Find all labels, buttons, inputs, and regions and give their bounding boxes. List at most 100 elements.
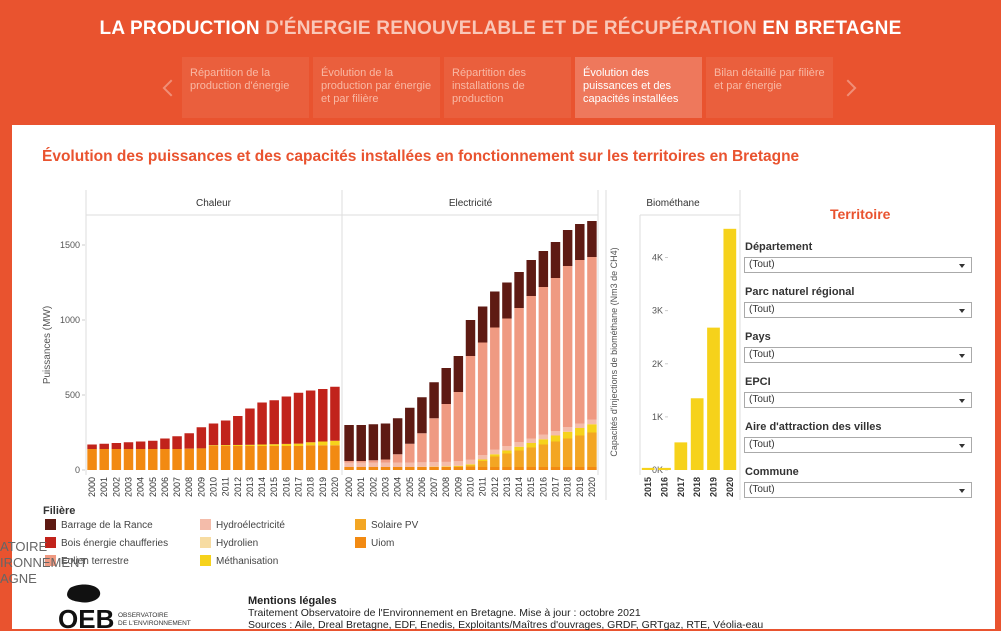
bar-segment	[369, 463, 378, 468]
x-tick-label: 2005	[148, 477, 158, 497]
x-tick-label: 2003	[381, 477, 391, 497]
y-tick-label: 4K	[652, 253, 663, 263]
legend-label: Méthanisation	[216, 556, 278, 567]
bar-segment	[257, 445, 266, 447]
x-tick-label: 2018	[306, 477, 316, 497]
legend-item: Hydrolien	[200, 537, 258, 551]
bar-segment	[466, 356, 475, 460]
x-tick-label: 2019	[709, 477, 719, 497]
x-tick-label: 2001	[356, 477, 366, 497]
bar-segment	[539, 467, 548, 470]
bar-segment	[563, 439, 572, 468]
bar-segment	[306, 442, 315, 445]
legend-label: Hydrolien	[216, 538, 258, 549]
bar-segment	[563, 266, 572, 427]
x-tick-label: 2019	[318, 477, 328, 497]
bar-segment	[160, 439, 169, 450]
x-tick-label: 2002	[368, 477, 378, 497]
bar-segment	[642, 468, 655, 470]
bar-segment	[393, 418, 402, 454]
bar-segment	[587, 420, 596, 425]
filter-label: EPCI	[745, 376, 771, 388]
bar-segment	[393, 467, 402, 470]
bar-segment	[282, 444, 291, 446]
bar-segment	[587, 433, 596, 468]
bar-segment	[441, 404, 450, 462]
bar-segment	[490, 450, 499, 455]
x-tick-label: 2019	[575, 477, 585, 497]
x-tick-label: 2010	[466, 477, 476, 497]
bar-segment	[344, 425, 353, 461]
x-tick-label: 2000	[87, 477, 97, 497]
bar-segment	[417, 433, 426, 462]
x-tick-label: 2014	[257, 477, 267, 497]
x-tick-label: 2015	[269, 477, 279, 497]
bar-segment	[405, 408, 414, 444]
bar-segment	[575, 428, 584, 436]
overlay-text: ATOIRE	[0, 539, 47, 554]
bar-segment	[160, 449, 169, 470]
bar-segment	[441, 467, 450, 470]
bar-segment	[269, 400, 278, 444]
bar-segment	[381, 460, 390, 463]
bar-segment	[587, 424, 596, 432]
panel-title: Electricité	[449, 198, 493, 209]
bar-segment	[502, 319, 511, 447]
bar-segment	[526, 439, 535, 444]
filter-select[interactable]: (Tout)	[744, 302, 972, 318]
logo-shape	[67, 585, 100, 603]
legend-label: Uiom	[371, 538, 394, 549]
bar-segment	[502, 446, 511, 451]
bar-segment	[282, 446, 291, 470]
x-tick-label: 2020	[587, 477, 597, 497]
filter-select[interactable]: (Tout)	[744, 392, 972, 408]
bar-segment	[221, 445, 230, 446]
bar-segment	[539, 439, 548, 444]
filter-select[interactable]: (Tout)	[744, 482, 972, 498]
bar-segment	[356, 467, 365, 470]
filter-select[interactable]: (Tout)	[744, 257, 972, 273]
overlay-text: IRONNEMENT	[0, 555, 87, 570]
bar-segment	[502, 451, 511, 454]
logo-text: DE L'ENVIRONNEMENT	[118, 620, 191, 627]
bar-segment	[466, 320, 475, 356]
filter-select[interactable]: (Tout)	[744, 347, 972, 363]
bar-segment	[429, 382, 438, 418]
bar-segment	[526, 448, 535, 468]
bar-segment	[356, 463, 365, 468]
bar-segment	[282, 397, 291, 444]
bar-segment	[514, 447, 523, 451]
legend-label: Barrage de la Rance	[61, 520, 153, 531]
bar-segment	[344, 467, 353, 470]
legend-item: Méthanisation	[200, 555, 278, 569]
bar-segment	[502, 283, 511, 319]
bar-segment	[490, 467, 499, 470]
bar-segment	[526, 296, 535, 439]
x-tick-label: 2008	[441, 477, 451, 497]
x-tick-label: 2002	[111, 477, 121, 497]
bar-segment	[441, 368, 450, 404]
bar-segment	[245, 445, 254, 446]
x-tick-label: 2018	[563, 477, 573, 497]
bar-segment	[381, 424, 390, 460]
x-tick-label: 2017	[676, 477, 686, 497]
filter-label: Commune	[745, 466, 799, 478]
bar-segment	[393, 454, 402, 462]
bar-segment	[197, 449, 206, 470]
x-tick-label: 2020	[330, 477, 340, 497]
bar-segment	[587, 221, 596, 257]
bar-segment	[233, 445, 242, 446]
bar-segment	[269, 444, 278, 446]
bar-segment	[674, 442, 687, 470]
bar-segment	[466, 460, 475, 465]
bar-segment	[184, 449, 193, 470]
y-tick-label: 500	[65, 390, 80, 400]
filter-select[interactable]: (Tout)	[744, 437, 972, 453]
bar-segment	[478, 461, 487, 467]
bar-segment	[723, 229, 736, 470]
x-tick-label: 2005	[405, 477, 415, 497]
y-tick-label: 2K	[652, 359, 663, 369]
logo-acronym: OEB	[58, 604, 114, 629]
bar-segment	[478, 343, 487, 456]
bar-segment	[478, 467, 487, 470]
